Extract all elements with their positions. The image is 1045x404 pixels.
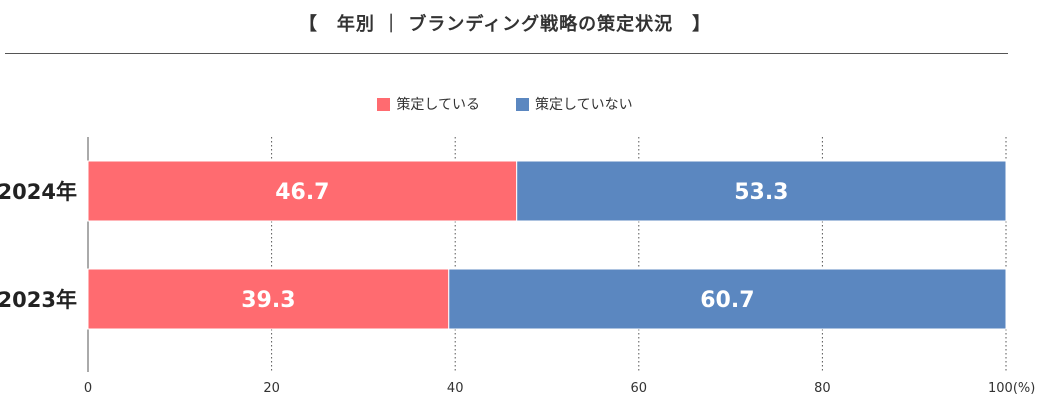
x-tick-label-1: 20 (263, 381, 280, 396)
data-label-1-1: 60.7 (700, 288, 754, 313)
x-tick-label-5: 100(%) (988, 381, 1035, 396)
x-tick-label-2: 40 (447, 381, 464, 396)
data-label-1-0: 39.3 (241, 288, 295, 313)
category-label-1: 2023年 (0, 288, 77, 312)
bar-1-0 (87, 268, 450, 330)
legend: 策定している 策定していない (0, 94, 1010, 114)
bar-1-1 (448, 268, 1007, 330)
data-label-0-0: 46.7 (275, 180, 329, 205)
data-label-0-1: 53.3 (734, 180, 788, 205)
legend-swatch-not-adopted (516, 97, 529, 111)
x-tick-label-4: 80 (814, 381, 831, 396)
bar-0-1 (516, 160, 1007, 222)
category-label-0: 2024年 (0, 180, 77, 204)
legend-item-adopted: 策定している (377, 94, 480, 114)
legend-swatch-adopted (377, 97, 391, 111)
legend-label-adopted: 策定している (396, 97, 480, 113)
legend-item-not-adopted: 策定していない (516, 94, 633, 114)
legend-label-not-adopted: 策定していない (535, 97, 633, 113)
bar-0-0 (87, 160, 518, 222)
x-tick-label-3: 60 (631, 381, 648, 396)
title-divider (5, 53, 1008, 54)
chart-title: 【 年別 ｜ ブランディング戦略の策定状況 】 (298, 14, 712, 35)
x-tick-label-0: 0 (84, 381, 92, 396)
